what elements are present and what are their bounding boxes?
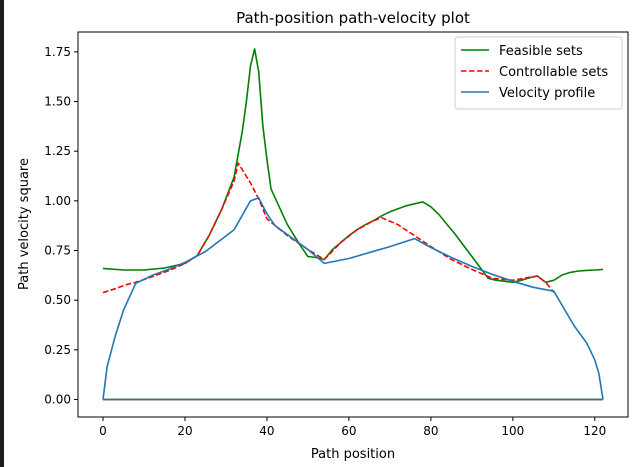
- legend-label: Feasible sets: [499, 44, 583, 59]
- x-tick-label: 80: [423, 424, 438, 438]
- series-layer: [102, 48, 604, 401]
- legend-label: Controllable sets: [499, 65, 608, 80]
- chart-title: Path-position path-velocity plot: [236, 9, 470, 27]
- series-line-1: [102, 162, 555, 294]
- plot-frame: [77, 31, 629, 418]
- x-tick-label: 60: [341, 424, 356, 438]
- y-tick-label: 1.50: [44, 95, 71, 109]
- y-tick-label: 0.50: [44, 293, 71, 307]
- y-tick-label: 1.75: [44, 45, 71, 59]
- x-tick-label: 120: [583, 424, 606, 438]
- legend-box: [454, 36, 623, 110]
- y-tick-label: 1.25: [44, 144, 71, 158]
- y-tick-label: 0.00: [44, 393, 71, 407]
- y-axis-label: Path velocity square: [17, 158, 32, 290]
- x-tick-label: 0: [99, 424, 107, 438]
- x-tick-label: 40: [259, 424, 274, 438]
- window-edge: [0, 0, 4, 467]
- y-tick-label: 0.25: [44, 343, 71, 357]
- legend: Feasible sets Controllable sets Velocity p…: [454, 36, 623, 110]
- x-axis-ticks: 0 20 40 60 80 100 120: [99, 417, 606, 438]
- y-tick-label: 1.00: [44, 194, 71, 208]
- x-tick-label: 100: [501, 424, 524, 438]
- series-line-0: [102, 48, 604, 284]
- x-axis-label: Path position: [311, 447, 395, 462]
- series-line-2: [102, 197, 604, 400]
- legend-label: Velocity profile: [499, 86, 595, 101]
- y-tick-label: 0.75: [44, 244, 71, 258]
- x-tick-label: 20: [177, 424, 192, 438]
- y-axis-ticks: 0.00 0.25 0.50 0.75 1.00 1.25 1.50 1.75: [44, 45, 78, 407]
